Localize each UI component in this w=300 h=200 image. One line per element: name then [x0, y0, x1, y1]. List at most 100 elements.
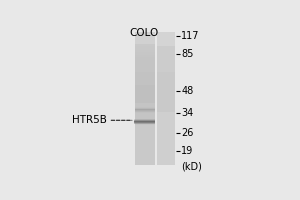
Bar — [157, 66, 175, 68]
Bar — [157, 70, 175, 72]
Bar — [157, 63, 175, 66]
Bar — [135, 134, 155, 136]
Bar — [135, 158, 155, 160]
Bar — [155, 32, 157, 165]
Text: 34: 34 — [181, 108, 194, 118]
Bar — [134, 120, 156, 121]
Bar — [157, 77, 175, 79]
Bar — [135, 74, 155, 77]
Bar — [157, 108, 175, 110]
Bar — [134, 124, 156, 125]
Bar — [135, 149, 155, 152]
Bar — [135, 81, 155, 83]
Bar — [157, 103, 175, 105]
Bar — [135, 48, 155, 50]
Bar — [157, 90, 175, 92]
Bar — [135, 123, 155, 125]
Bar — [135, 41, 155, 44]
Bar — [135, 138, 155, 141]
Bar — [157, 114, 175, 116]
Bar — [135, 50, 155, 52]
Bar — [135, 108, 155, 110]
Bar — [157, 39, 175, 41]
Bar — [157, 149, 175, 152]
Bar — [157, 92, 175, 94]
Bar — [135, 94, 155, 96]
Bar — [135, 39, 155, 41]
Bar — [157, 32, 175, 35]
Bar — [157, 57, 175, 59]
Bar — [135, 46, 155, 48]
Bar — [135, 116, 155, 119]
Text: 117: 117 — [181, 31, 200, 41]
Bar — [135, 96, 155, 99]
Bar — [135, 44, 155, 46]
Bar — [157, 127, 175, 130]
Bar — [134, 122, 156, 123]
Bar — [157, 121, 175, 123]
Bar — [157, 83, 175, 85]
Bar — [157, 143, 175, 145]
Bar — [157, 85, 175, 88]
Bar — [157, 41, 175, 44]
Bar — [157, 72, 175, 74]
Bar — [135, 141, 155, 143]
Bar — [157, 79, 175, 81]
Text: 26: 26 — [181, 128, 194, 138]
Bar — [157, 74, 175, 77]
Bar — [157, 110, 175, 112]
Bar — [135, 32, 155, 35]
Bar — [157, 88, 175, 90]
Bar — [157, 61, 175, 63]
Bar — [134, 121, 156, 122]
Bar — [135, 136, 155, 138]
Bar — [157, 44, 175, 46]
Text: 19: 19 — [181, 146, 194, 156]
Bar — [135, 52, 155, 55]
Bar — [134, 119, 156, 120]
Bar — [157, 119, 175, 121]
Bar — [157, 141, 175, 143]
Bar — [157, 50, 175, 52]
Bar — [135, 112, 155, 114]
Bar — [157, 46, 175, 48]
Bar — [157, 81, 175, 83]
Bar — [135, 125, 155, 127]
Bar — [157, 52, 175, 55]
Bar — [135, 109, 155, 110]
Bar — [157, 105, 175, 108]
Bar — [135, 108, 155, 109]
Bar — [157, 138, 175, 141]
Bar — [135, 103, 155, 105]
Text: 48: 48 — [181, 86, 194, 96]
Bar — [135, 70, 155, 72]
Bar — [135, 110, 155, 112]
Bar — [135, 112, 155, 113]
Bar — [135, 105, 155, 108]
Bar — [157, 123, 175, 125]
Bar — [135, 63, 155, 66]
Bar — [135, 57, 155, 59]
Bar — [135, 85, 155, 88]
Bar — [135, 160, 155, 163]
Bar — [135, 114, 155, 116]
Bar — [135, 72, 155, 74]
Bar — [157, 136, 175, 138]
Bar — [135, 107, 155, 108]
Text: (kD): (kD) — [181, 161, 202, 171]
Bar — [157, 68, 175, 70]
Bar — [157, 94, 175, 96]
Bar — [157, 35, 175, 37]
Bar — [135, 101, 155, 103]
Bar — [157, 145, 175, 147]
Bar — [135, 88, 155, 90]
Bar — [135, 35, 155, 37]
Bar — [157, 130, 175, 132]
Bar — [157, 154, 175, 156]
Bar — [157, 163, 175, 165]
Bar — [135, 111, 155, 112]
Bar — [134, 118, 156, 119]
Text: 85: 85 — [181, 49, 194, 59]
Bar — [135, 127, 155, 130]
Bar — [135, 37, 155, 39]
